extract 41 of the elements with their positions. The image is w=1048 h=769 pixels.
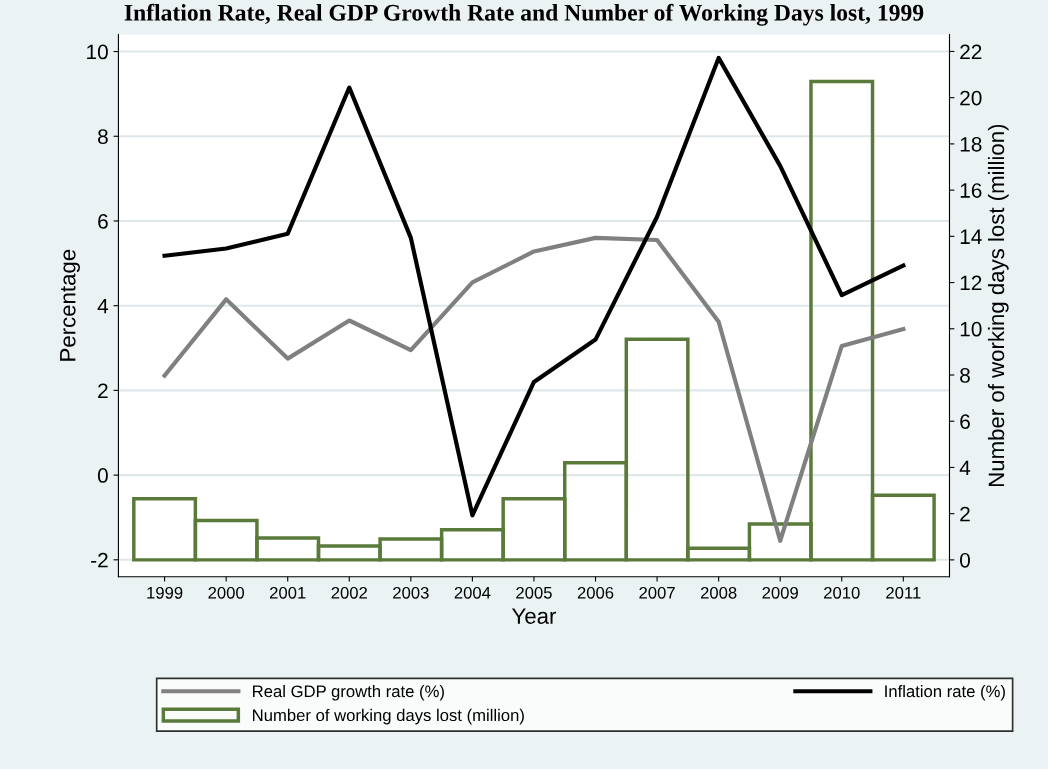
y2-tick-label: 14 [960,229,982,244]
x-axis-title: Year [511,608,557,624]
legend-label: Real GDP growth rate (%) [253,684,444,701]
x-tick-label: 2000 [208,586,245,599]
x-tick-label: 2001 [270,586,306,599]
y-tick-label: 8 [98,129,108,145]
y2-tick-label: 4 [959,460,971,475]
y2-tick-label: 10 [960,321,982,337]
line-series [162,55,906,518]
y2-tick-label: 0 [960,552,970,568]
y-tick-label: 0 [97,468,108,483]
x-tick-label: 2005 [516,586,552,599]
y-tick-label: 6 [98,213,108,229]
x-tick-label: 1999 [147,586,183,599]
y2-tick-label: 8 [960,368,970,383]
y2-tick-label: 6 [960,414,970,429]
x-tick-label: 2011 [886,586,921,599]
x-tick-label: 2007 [639,586,675,599]
x-tick-label: 2008 [700,586,737,599]
y2-tick-label: 20 [960,90,982,106]
x-tick-label: 2006 [577,586,614,599]
x-tick-label: 2004 [454,586,491,599]
line-series [162,235,906,543]
legend-label: Inflation rate (%) [885,684,1005,701]
y2-tick-label: 22 [960,44,982,60]
y2-tick-label: 12 [960,275,982,291]
y2-axis-title: Number of working days lost (million) [987,124,1009,486]
x-tick-label: 2010 [824,586,860,599]
y-axis-title: Percentage [60,249,80,361]
x-tick-label: 2002 [331,586,367,599]
y2-tick-label: 16 [960,183,982,198]
y2-tick-label: 18 [960,136,982,152]
y-tick-label: 10 [87,44,108,60]
chart-title: Inflation Rate, Real GDP Growth Rate and Number of Working Days lost, 1999 [124,3,924,26]
y-tick-label: 4 [97,298,109,314]
x-tick-label: 2009 [762,586,798,599]
y2-tick-label: 2 [960,506,970,522]
legend-label: Number of working days lost (million) [253,708,524,725]
y-tick-label: -2 [91,552,108,568]
y-tick-label: 2 [98,383,108,398]
x-tick-label: 2003 [393,586,429,599]
